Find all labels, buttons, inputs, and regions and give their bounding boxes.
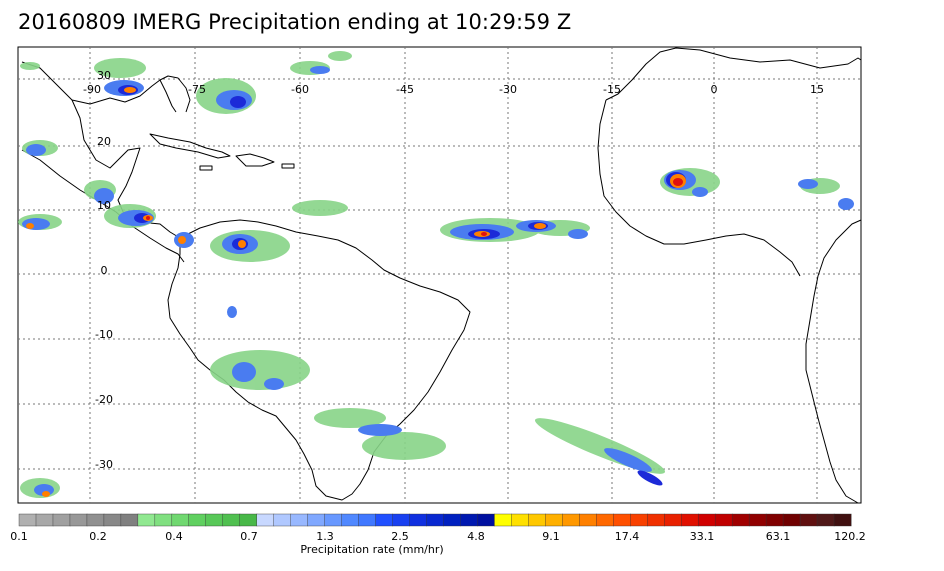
- map-frame: [17, 46, 862, 504]
- colorbar-swatch: [664, 513, 682, 527]
- hispaniola-coast: [235, 153, 275, 167]
- colorbar-swatch: [426, 513, 444, 527]
- lon-tick-label: -75: [188, 83, 206, 96]
- colorbar-swatch: [528, 513, 546, 527]
- colorbar-swatch: [647, 513, 665, 527]
- lat-tick-label: -10: [95, 328, 113, 341]
- colorbar-swatch: [409, 513, 428, 527]
- colorbar-tick-label: 1.3: [316, 530, 334, 543]
- lon-tick-label: -45: [396, 83, 414, 96]
- colorbar-swatch: [324, 513, 343, 527]
- lon-tick-label: 15: [810, 83, 824, 96]
- lon-tick-label: 0: [711, 83, 718, 96]
- precipitation-map: -90 -75 -60 -45 -30 -15 0 15 30 20 10 0 …: [17, 46, 862, 527]
- colorbar-swatch: [86, 513, 105, 527]
- colorbar-swatch: [120, 513, 139, 527]
- colorbar-swatch: [341, 513, 360, 527]
- colorbar-swatch: [222, 513, 241, 527]
- lat-tick-labels: 30 20 10 0 -10 -20 -30: [95, 69, 113, 471]
- lat-tick-label: -30: [95, 458, 113, 471]
- colorbar-swatch: [816, 513, 835, 527]
- colorbar-unit-label: Precipitation rate (mm/hr): [300, 543, 444, 556]
- colorbar-swatch: [562, 513, 580, 527]
- jamaica-coast: [199, 165, 213, 171]
- colorbar-tick-label: 17.4: [614, 530, 640, 543]
- colorbar-swatch: [731, 513, 750, 527]
- colorbar-tick-label: 2.5: [391, 530, 409, 543]
- lat-tick-label: 10: [97, 199, 111, 212]
- colorbar-swatch: [765, 513, 784, 527]
- colorbar-tick-label: 33.1: [689, 530, 715, 543]
- colorbar-swatch: [511, 513, 529, 527]
- colorbar-tick-label: 0.4: [165, 530, 183, 543]
- colorbar-swatch: [273, 513, 292, 527]
- colorbar-swatch: [477, 513, 495, 527]
- colorbar-swatch: [154, 513, 173, 527]
- lon-tick-label: -30: [499, 83, 517, 96]
- colorbar-swatch: [52, 513, 71, 527]
- cuba-coast: [149, 133, 231, 159]
- lat-tick-label: -20: [95, 393, 113, 406]
- colorbar-swatch: [392, 513, 411, 527]
- lon-tick-label: -15: [603, 83, 621, 96]
- puerto-rico-coast: [281, 163, 295, 169]
- colorbar-swatch: [494, 513, 512, 527]
- colorbar-swatch: [681, 513, 699, 527]
- south-america-coast: [167, 219, 471, 501]
- north-america-coast: [21, 61, 191, 113]
- colorbar-tick-labels: 0.1 0.2 0.4 0.7 1.3 2.5 4.8 9.1 17.4 33.…: [0, 530, 944, 560]
- colorbar-swatch: [782, 513, 801, 527]
- colorbar-tick-label: 0.7: [240, 530, 258, 543]
- lat-tick-label: 20: [97, 135, 111, 148]
- colorbar-tick-label: 9.1: [542, 530, 560, 543]
- colorbar-swatch: [358, 513, 377, 527]
- colorbar-swatch: [596, 513, 614, 527]
- lon-tick-label: -60: [291, 83, 309, 96]
- colorbar-swatch: [833, 513, 852, 527]
- colorbar-swatch: [714, 513, 733, 527]
- colorbar-swatch: [18, 513, 37, 527]
- precip-extreme: [146, 178, 683, 236]
- colorbar-tick-label: 120.2: [834, 530, 866, 543]
- colorbar-swatch: [460, 513, 478, 527]
- colorbar-swatch: [290, 513, 309, 527]
- colorbar-swatch: [239, 513, 258, 527]
- africa-coast: [605, 47, 862, 504]
- colorbar-swatch: [443, 513, 461, 527]
- lon-tick-labels: -90 -75 -60 -45 -30 -15 0 15: [83, 83, 824, 96]
- lon-tick-label: -90: [83, 83, 101, 96]
- colorbar-tick-label: 0.1: [10, 530, 28, 543]
- colorbar-swatch: [630, 513, 648, 527]
- florida-coast: [159, 79, 177, 113]
- colorbar: [18, 513, 852, 527]
- colorbar-swatch: [256, 513, 275, 527]
- colorbar-swatch: [103, 513, 122, 527]
- colorbar-tick-label: 4.8: [467, 530, 485, 543]
- colorbar-swatch: [307, 513, 326, 527]
- west-africa-coast: [597, 99, 801, 277]
- colorbar-swatch: [748, 513, 767, 527]
- colorbar-swatch: [799, 513, 818, 527]
- colorbar-swatch: [69, 513, 88, 527]
- colorbar-tick-label: 63.1: [765, 530, 791, 543]
- colorbar-swatch: [205, 513, 224, 527]
- colorbar-swatch: [35, 513, 54, 527]
- colorbar-swatch: [171, 513, 190, 527]
- colorbar-swatch: [579, 513, 597, 527]
- lat-tick-label: 30: [97, 69, 111, 82]
- grid-lines: [18, 47, 861, 503]
- colorbar-swatch: [697, 513, 716, 527]
- colorbar-swatch: [188, 513, 207, 527]
- colorbar-swatch: [137, 513, 156, 527]
- colorbar-swatch: [613, 513, 631, 527]
- colorbar-swatch: [375, 513, 394, 527]
- map-title: 20160809 IMERG Precipitation ending at 1…: [18, 10, 572, 34]
- colorbar-swatch: [545, 513, 563, 527]
- colorbar-tick-label: 0.2: [89, 530, 107, 543]
- lat-tick-label: 0: [101, 264, 108, 277]
